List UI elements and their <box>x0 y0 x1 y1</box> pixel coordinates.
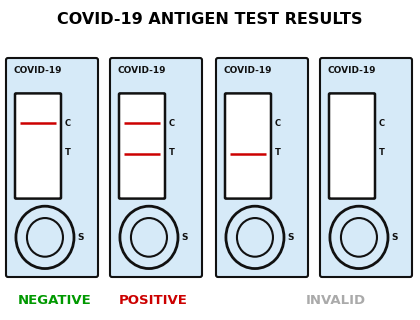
Text: C: C <box>379 119 385 128</box>
Bar <box>236 97 253 195</box>
Text: INVALID: INVALID <box>306 293 366 307</box>
Ellipse shape <box>131 218 167 257</box>
FancyBboxPatch shape <box>6 58 98 277</box>
Text: T: T <box>65 148 71 157</box>
Ellipse shape <box>226 206 284 268</box>
FancyBboxPatch shape <box>15 93 61 199</box>
Bar <box>130 97 147 195</box>
FancyBboxPatch shape <box>216 58 308 277</box>
FancyBboxPatch shape <box>225 93 271 199</box>
Ellipse shape <box>237 218 273 257</box>
Ellipse shape <box>330 206 388 268</box>
Text: COVID-19: COVID-19 <box>223 66 271 75</box>
Text: COVID-19: COVID-19 <box>117 66 165 75</box>
Ellipse shape <box>120 206 178 268</box>
Bar <box>26 97 43 195</box>
Text: POSITIVE: POSITIVE <box>119 293 188 307</box>
Text: S: S <box>287 233 294 242</box>
FancyBboxPatch shape <box>110 58 202 277</box>
Text: COVID-19: COVID-19 <box>327 66 375 75</box>
Text: NEGATIVE: NEGATIVE <box>18 293 92 307</box>
Text: T: T <box>379 148 385 157</box>
Ellipse shape <box>341 218 377 257</box>
FancyBboxPatch shape <box>329 93 375 199</box>
FancyBboxPatch shape <box>320 58 412 277</box>
Text: S: S <box>77 233 84 242</box>
Bar <box>340 97 357 195</box>
Text: T: T <box>275 148 281 157</box>
Text: COVID-19 ANTIGEN TEST RESULTS: COVID-19 ANTIGEN TEST RESULTS <box>57 12 363 27</box>
Text: S: S <box>391 233 397 242</box>
Ellipse shape <box>16 206 74 268</box>
Text: C: C <box>65 119 71 128</box>
FancyBboxPatch shape <box>119 93 165 199</box>
Ellipse shape <box>27 218 63 257</box>
Text: C: C <box>169 119 175 128</box>
Text: COVID-19: COVID-19 <box>13 66 61 75</box>
Text: T: T <box>169 148 175 157</box>
Text: C: C <box>275 119 281 128</box>
Text: S: S <box>181 233 187 242</box>
